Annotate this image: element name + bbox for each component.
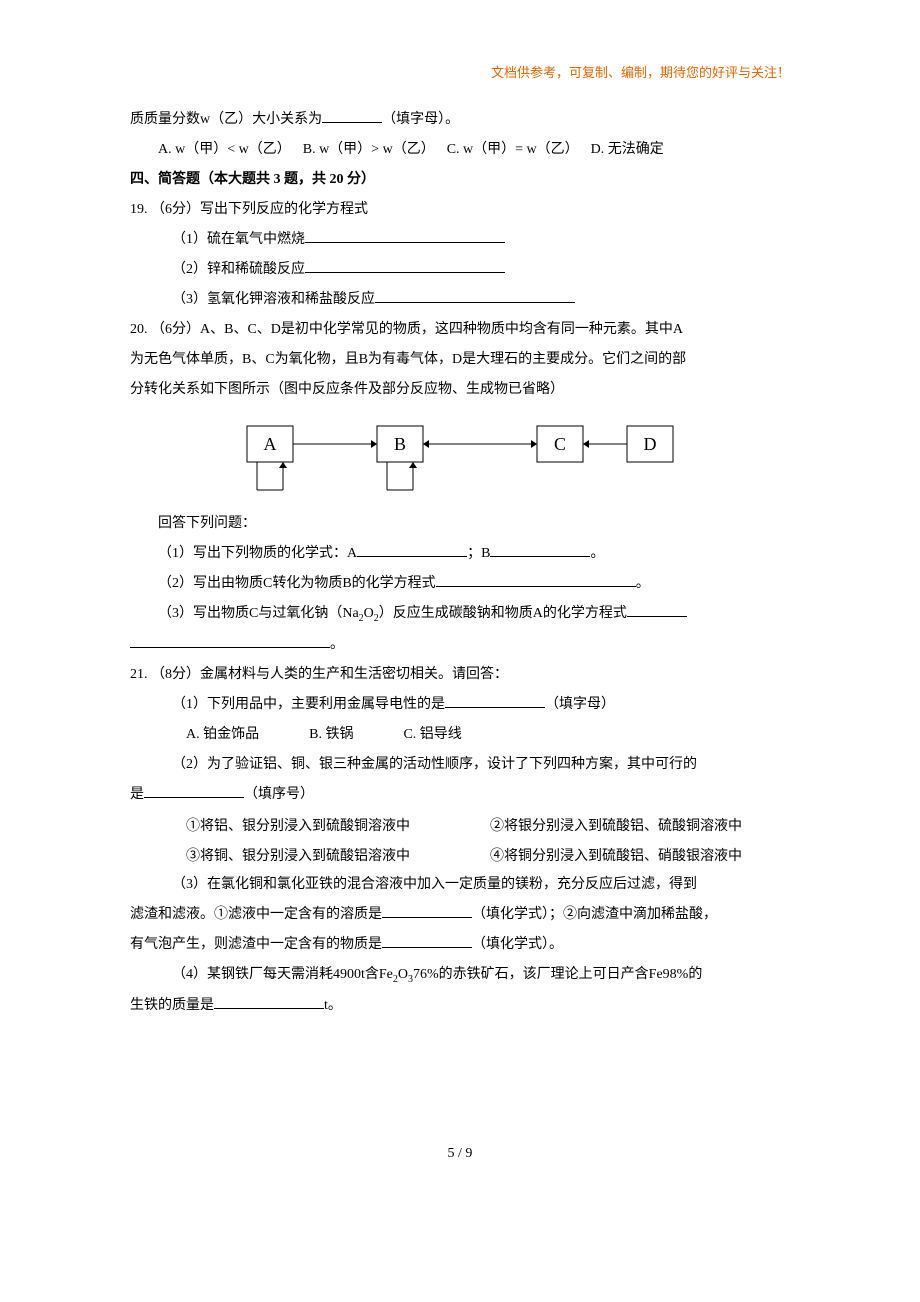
q19-sub1-text: （1）硫在氧气中燃烧 — [172, 232, 305, 247]
q20-p1-blank-a — [357, 542, 467, 557]
q21-stem: 21. （8分）金属材料与人类的生产和生活密切相关。请回答： — [130, 661, 790, 689]
q21-p3-l2a: 滤渣和滤液。①滤液中一定含有的溶质是 — [130, 907, 382, 922]
q19-sub2-blank — [305, 258, 505, 273]
q18-opt-d: D. 无法确定 — [591, 136, 664, 164]
q20-p3-l1: （3）写出物质C与过氧化钠（Na2O2）反应生成碳酸钠和物质A的化学方程式 — [130, 600, 790, 629]
q21-p4-l1a: （4）某钢铁厂每天需消耗4900t含Fe — [172, 967, 393, 982]
q20-p2-blank — [436, 572, 636, 587]
q20-diagram: A B C D — [130, 416, 790, 496]
q20-p3-l2: 。 — [130, 631, 790, 659]
header-note: 文档供参考，可复制、编制，期待您的好评与关注！ — [130, 60, 790, 86]
q21-p2-opt2: ②将银分别浸入到硫酸铝、硫酸铜溶液中 — [434, 811, 742, 839]
q19-sub3: （3）氢氧化钾溶液和稀盐酸反应 — [130, 286, 790, 314]
q21-p2-opts-row2: ③将铜、银分别浸入到硫酸铝溶液中 ④将铜分别浸入到硫酸铝、硝酸银溶液中 — [130, 841, 790, 869]
q21-p2-opt4: ④将铜分别浸入到硫酸铝、硝酸银溶液中 — [434, 841, 742, 869]
q20-answer-prompt: 回答下列问题： — [130, 510, 790, 538]
q21-p3-blank1 — [382, 903, 472, 918]
q21-p1-opt-a: A. 铂金饰品 — [186, 721, 259, 749]
svg-text:D: D — [644, 434, 657, 454]
svg-text:C: C — [554, 434, 566, 454]
q21-p2-l1: （2）为了验证铝、铜、银三种金属的活动性顺序，设计了下列四种方案，其中可行的 — [130, 751, 790, 779]
q20-p2-b: 。 — [636, 576, 650, 591]
q20-p1-c: 。 — [590, 546, 604, 561]
q21-p4-blank — [214, 994, 324, 1009]
q20-p1: （1）写出下列物质的化学式：A ；B 。 — [130, 540, 790, 568]
q21-p3-l3a: 有气泡产生，则滤渣中一定含有的物质是 — [130, 937, 382, 952]
q20-p3-blank2 — [130, 633, 330, 648]
q18-tail-line: 质质量分数w（乙）大小关系为 （填字母）。 — [130, 106, 790, 134]
q21-p3-l3b: （填化学式）。 — [472, 937, 563, 952]
q21-p3-l1: （3）在氯化铜和氯化亚铁的混合溶液中加入一定质量的镁粉，充分反应后过滤，得到 — [130, 871, 790, 899]
q20-p1-a: （1）写出下列物质的化学式：A — [158, 546, 357, 561]
page-container: 文档供参考，可复制、编制，期待您的好评与关注！ 质质量分数w（乙）大小关系为 （填… — [0, 0, 920, 1208]
q20-p3-blank1 — [627, 602, 687, 617]
q21-p4-l2b: t。 — [324, 998, 342, 1013]
q19-sub1: （1）硫在氧气中燃烧 — [130, 226, 790, 254]
q20-p1-blank-b — [490, 542, 590, 557]
q19-sub2-text: （2）锌和稀硫酸反应 — [172, 262, 305, 277]
q21-p1-opt-b: B. 铁锅 — [309, 721, 353, 749]
q20-p1-b: ；B — [467, 546, 490, 561]
q21-p2-blank — [144, 783, 244, 798]
q20-stem-l1: 20. （6分）A、B、C、D是初中化学常见的物质，这四种物质中均含有同一种元素… — [130, 316, 790, 344]
q18-blank — [322, 108, 382, 123]
q19-sub1-blank — [305, 228, 505, 243]
q18-opt-b: B. w（甲）> w（乙） — [303, 136, 435, 164]
q21-p2-l2b: （填序号） — [244, 787, 314, 802]
q19-sub3-text: （3）氢氧化钾溶液和稀盐酸反应 — [172, 292, 375, 307]
q21-p1-options: A. 铂金饰品 B. 铁锅 C. 铝导线 — [130, 721, 790, 749]
q20-stem-l2: 为无色气体单质，B、C为氧化物，且B为有毒气体，D是大理石的主要成分。它们之间的… — [130, 346, 790, 374]
spacer — [410, 841, 434, 869]
q20-stem-l3: 分转化关系如下图所示（图中反应条件及部分反应物、生成物已省略） — [130, 376, 790, 404]
q21-p3-l2b: （填化学式）；②向滤渣中滴加稀盐酸， — [472, 907, 717, 922]
q21-p2-opt3: ③将铜、银分别浸入到硫酸铝溶液中 — [130, 841, 410, 869]
q19-sub3-blank — [375, 288, 575, 303]
q21-p1-text: （1）下列用品中，主要利用金属导电性的是 — [172, 697, 445, 712]
svg-text:A: A — [264, 434, 277, 454]
q21-p1-suffix: （填字母） — [545, 697, 615, 712]
page-footer: 5 / 9 — [130, 1140, 790, 1168]
q21-p4-mid1: O — [398, 967, 408, 982]
q18-opt-a: A. w（甲）< w（乙） — [158, 136, 291, 164]
q21-p1: （1）下列用品中，主要利用金属导电性的是 （填字母） — [130, 691, 790, 719]
q18-opt-c: C. w（甲）= w（乙） — [447, 136, 579, 164]
q21-p2-opt1: ①将铝、银分别浸入到硫酸铜溶液中 — [130, 811, 410, 839]
q21-p2-l2: 是 （填序号） — [130, 781, 790, 809]
section4-heading: 四、简答题（本大题共 3 题，共 20 分） — [130, 166, 790, 194]
q21-p4-l1: （4）某钢铁厂每天需消耗4900t含Fe2O376%的赤铁矿石，该厂理论上可日产… — [130, 961, 790, 990]
q21-p2-opts-row1: ①将铝、银分别浸入到硫酸铜溶液中 ②将银分别浸入到硫酸铝、硫酸铜溶液中 — [130, 811, 790, 839]
q18-options: A. w（甲）< w（乙） B. w（甲）> w（乙） C. w（甲）= w（乙… — [158, 136, 790, 164]
q21-p1-opt-c: C. 铝导线 — [403, 721, 461, 749]
q20-diagram-svg: A B C D — [237, 416, 683, 496]
q20-p3-c: 。 — [330, 637, 344, 652]
q18-prefix: 质质量分数w（乙）大小关系为 — [130, 112, 322, 127]
q21-p4-l2a: 生铁的质量是 — [130, 998, 214, 1013]
q21-p4-l1b: 76%的赤铁矿石，该厂理论上可日产含Fe98%的 — [413, 967, 702, 982]
q21-p1-blank — [445, 693, 545, 708]
q20-p3-b: ）反应生成碳酸钠和物质A的化学方程式 — [379, 606, 627, 621]
q21-p3-l3: 有气泡产生，则滤渣中一定含有的物质是 （填化学式）。 — [130, 931, 790, 959]
q18-suffix: （填字母）。 — [382, 112, 459, 127]
q21-p3-l2: 滤渣和滤液。①滤液中一定含有的溶质是 （填化学式）；②向滤渣中滴加稀盐酸， — [130, 901, 790, 929]
q20-p3-o: O — [364, 606, 374, 621]
q19-sub2: （2）锌和稀硫酸反应 — [130, 256, 790, 284]
q20-p2: （2）写出由物质C转化为物质B的化学方程式 。 — [130, 570, 790, 598]
spacer — [410, 811, 434, 839]
q21-p3-blank2 — [382, 933, 472, 948]
q19-stem: 19. （6分）写出下列反应的化学方程式 — [130, 196, 790, 224]
q21-p4-l2: 生铁的质量是 t。 — [130, 992, 790, 1020]
svg-text:B: B — [394, 434, 406, 454]
q21-p2-l2a: 是 — [130, 787, 144, 802]
q20-p3-a: （3）写出物质C与过氧化钠（Na — [158, 606, 359, 621]
q20-p2-a: （2）写出由物质C转化为物质B的化学方程式 — [158, 576, 436, 591]
